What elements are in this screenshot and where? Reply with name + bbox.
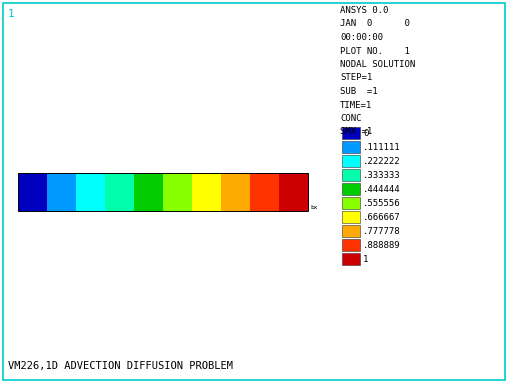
Text: 1: 1: [8, 9, 15, 19]
Bar: [18, 173, 308, 211]
Text: 0: 0: [363, 129, 368, 137]
Text: .444444: .444444: [363, 185, 401, 193]
Bar: [18, 173, 47, 211]
Text: .555556: .555556: [363, 198, 401, 208]
Text: PLOT NO.    1: PLOT NO. 1: [340, 46, 410, 56]
Bar: [279, 173, 308, 211]
Text: .777778: .777778: [363, 226, 401, 236]
Text: STEP=1: STEP=1: [340, 74, 372, 82]
Bar: [192, 173, 221, 211]
Text: TIME=1: TIME=1: [340, 100, 372, 110]
Text: .888889: .888889: [363, 241, 401, 249]
Bar: [342, 225, 360, 237]
Bar: [342, 211, 360, 223]
Text: ANSYS 0.0: ANSYS 0.0: [340, 6, 389, 15]
Text: SMX =1: SMX =1: [340, 128, 372, 136]
Bar: [342, 155, 360, 167]
Bar: [342, 183, 360, 195]
Bar: [250, 173, 279, 211]
Text: VM226,1D ADVECTION DIFFUSION PROBLEM: VM226,1D ADVECTION DIFFUSION PROBLEM: [8, 361, 233, 371]
Text: bx: bx: [310, 205, 318, 210]
Bar: [342, 141, 360, 153]
Bar: [342, 239, 360, 251]
Text: SUB  =1: SUB =1: [340, 87, 377, 96]
Bar: [342, 253, 360, 265]
Text: CONC: CONC: [340, 114, 362, 123]
Text: .222222: .222222: [363, 157, 401, 165]
Text: 1: 1: [363, 254, 368, 264]
Bar: [221, 173, 250, 211]
Bar: [105, 173, 134, 211]
Bar: [342, 127, 360, 139]
Text: NODAL SOLUTION: NODAL SOLUTION: [340, 60, 415, 69]
Text: .666667: .666667: [363, 213, 401, 221]
Bar: [342, 197, 360, 209]
Bar: [342, 169, 360, 181]
Bar: [47, 173, 76, 211]
Text: .111111: .111111: [363, 142, 401, 152]
Text: .333333: .333333: [363, 170, 401, 180]
Text: 00:00:00: 00:00:00: [340, 33, 383, 42]
Text: JAN  0      0: JAN 0 0: [340, 20, 410, 28]
Bar: [163, 173, 192, 211]
Bar: [134, 173, 163, 211]
Bar: [76, 173, 105, 211]
